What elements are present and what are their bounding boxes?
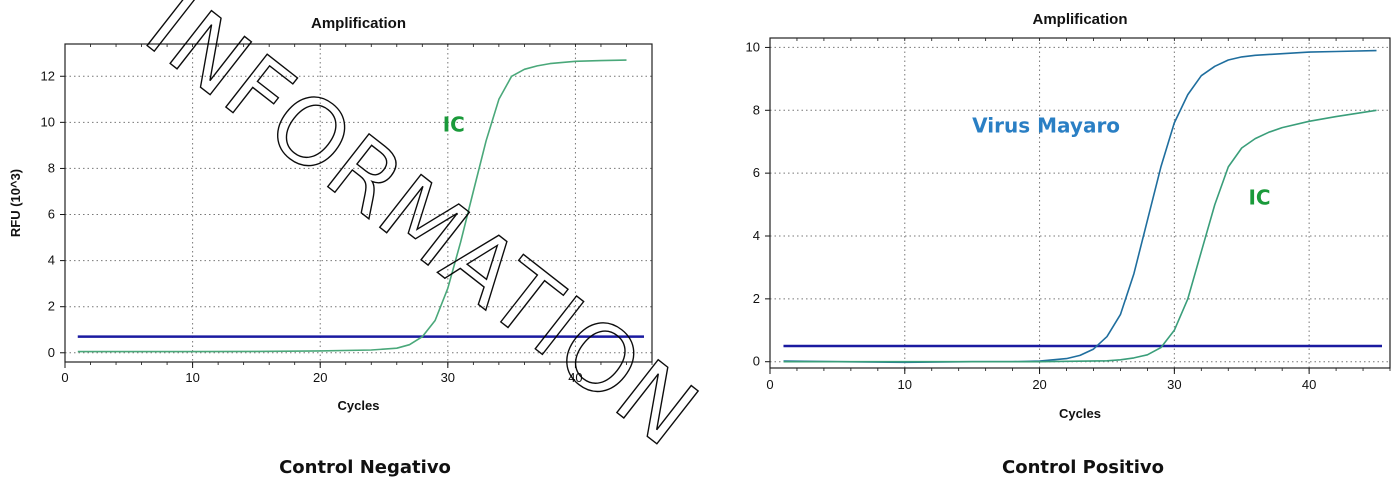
caption-control-positivo: Control Positivo — [1002, 457, 1164, 478]
y-tick-label: 4 — [753, 228, 760, 243]
chart-title: Amplification — [311, 15, 406, 32]
x-axis-label: Cycles — [1059, 406, 1101, 421]
x-tick-label: 10 — [898, 377, 912, 392]
x-tick-label: 30 — [441, 370, 455, 385]
y-tick-label: 8 — [48, 160, 55, 175]
y-tick-label: 4 — [48, 253, 55, 268]
x-tick-label: 20 — [1032, 377, 1046, 392]
series-label-ic: IC — [1248, 186, 1270, 210]
y-tick-label: 6 — [48, 207, 55, 222]
x-tick-label: 20 — [313, 370, 327, 385]
x-tick-label: 40 — [568, 370, 582, 385]
x-tick-label: 30 — [1167, 377, 1181, 392]
chart-control-positivo: Amplification 0 2 4 6 8 10 0 10 20 30 40 Virus Mayar… — [746, 11, 1391, 421]
series-line-ic — [77, 59, 627, 353]
x-tick-label: 0 — [61, 370, 68, 385]
x-axis-label: Cycles — [338, 398, 380, 413]
y-tick-label: 10 — [41, 114, 55, 129]
y-tick-label: 0 — [753, 354, 760, 369]
series-line-virus-mayaro — [783, 49, 1377, 364]
series-label-virus-mayaro: Virus Mayaro — [972, 113, 1120, 137]
x-tick-label: 10 — [185, 370, 199, 385]
series-line-ic — [783, 109, 1377, 363]
y-axis-label: RFU (10^3) — [8, 169, 23, 237]
chart-title: Amplification — [1032, 11, 1127, 28]
y-tick-label: 2 — [753, 291, 760, 306]
y-tick-label: 8 — [753, 102, 760, 117]
watermark: INFORMATION — [126, 0, 717, 468]
x-tick-label: 0 — [766, 377, 773, 392]
plot-frame — [64, 43, 653, 363]
plot-frame — [769, 37, 1391, 369]
y-tick-label: 0 — [48, 345, 55, 360]
chart-control-negativo: Amplification 0 2 4 6 8 10 12 0 10 20 30 40 IC Cycles R… — [8, 15, 653, 413]
x-tick-label: 40 — [1302, 377, 1316, 392]
y-tick-label: 2 — [48, 299, 55, 314]
y-tick-label: 12 — [41, 68, 55, 83]
y-tick-label: 6 — [753, 165, 760, 180]
caption-control-negativo: Control Negativo — [279, 457, 451, 478]
y-tick-label: 10 — [746, 39, 760, 54]
series-label-ic: IC — [443, 113, 465, 137]
